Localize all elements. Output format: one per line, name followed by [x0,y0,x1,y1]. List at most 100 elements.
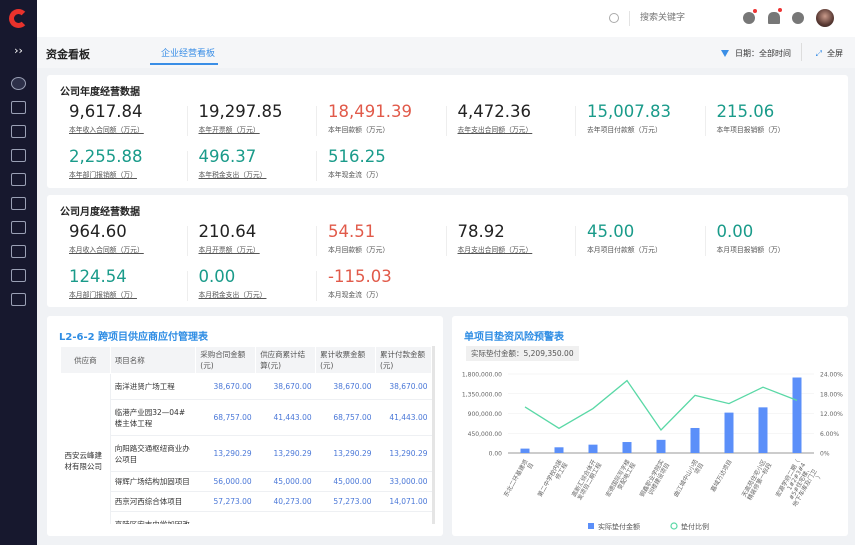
metric-item[interactable]: 4,472.36 去年支出合同额（万元） [445,102,583,136]
metric-value: 18,491.39 [328,102,412,121]
avatar[interactable] [816,9,834,27]
table-row[interactable]: 西京河西综合体项目 57,273.00 40,273.00 57,273.00 14,0… [61,491,432,512]
x-tick-label-line: 嘉域万达项目 [709,458,734,493]
table-row[interactable]: 临港产业园32—04#楼主体工程 68,757.00 41,443.00 68,757… [61,399,432,436]
metric-value: 45.00 [587,222,635,241]
metric-item: 18,491.39 本年回款额（万元） [316,102,453,136]
stamp-icon[interactable] [11,149,26,162]
search-icon[interactable] [11,77,26,90]
fullscreen-label: 全屏 [827,49,843,58]
top-bar [37,0,855,37]
divider [186,226,188,256]
list-settings-icon[interactable] [11,293,26,306]
monthly-data-card: 公司月度经营数据 964.60 本月收入合同额（万元） 210.64 本月开票额（万元… [47,195,848,307]
column-header: 累计付款金额(元) [375,346,432,374]
bar [554,447,564,453]
metric-item[interactable]: 9,617.84 本年收入合同额（万元） [69,102,194,134]
bar [758,407,768,453]
page-title: 资金看板 [46,48,90,61]
amount-cell: 68,757.00 [195,399,256,436]
search-icon[interactable] [609,13,619,23]
metric-item[interactable]: 19,297.85 本年开票额（万元） [186,102,324,136]
chat-icon[interactable] [743,12,755,24]
metric-label: 本年开票额（万元） [198,126,260,134]
project-name-cell: 得辉广场结构加固项目 [110,471,196,492]
divider [704,106,706,136]
annual-title: 公司年度经营数据 [60,87,140,98]
divider [445,226,447,256]
table-row[interactable]: 高陵区宏志中学加固改造工程620,800.00450,800.0020,000.… [61,511,432,524]
metric-item: 45.00 本月项目付款额（万元） [575,222,712,256]
x-tick-label: 东北二环基建项目 [502,458,536,502]
metric-item: 215.06 本年项目报销额（万） [704,102,842,136]
metric-label: 本月现金流（万） [328,291,383,299]
metric-value: 210.64 [198,222,257,241]
fullscreen-button[interactable]: ⤢ 全屏 [816,48,843,59]
building-icon[interactable] [11,101,26,114]
amount-cell: 420,800.00 [375,511,432,524]
bar [724,412,734,453]
x-tick-label-line: 目 [526,462,535,471]
amount-cell: 38,670.00 [375,373,432,400]
amount-cell: 38,670.00 [195,373,256,400]
y2-tick-label: 12.00% [820,411,843,418]
metric-item[interactable]: 0.00 本月税金支出（万元） [186,267,324,301]
tab-enterprise-dashboard[interactable]: 企业经营看板 [161,49,216,59]
y-tick-label: 450,000.00 [468,431,503,438]
y2-tick-label: 18.00% [820,391,843,398]
unread-dot [753,9,757,13]
metric-label: 本月开票额（万元） [198,246,260,254]
metric-value: 4,472.36 [457,102,531,121]
active-tab-indicator [150,63,218,65]
y2-tick-label: 6.00% [820,431,839,438]
date-filter-label: 日期：全部时间 [735,49,791,58]
metric-value: 0.00 [198,267,236,286]
amount-cell: 13,290.29 [375,435,432,472]
project-name-cell: 高陵区宏志中学加固改造工程 [110,511,196,524]
divider [316,106,317,136]
annual-data-card: 公司年度经营数据 9,617.84 本年收入合同额（万元） 19,297.85 本年开… [47,75,848,188]
metric-value: 9,617.84 [69,102,143,121]
search-input[interactable] [640,12,730,22]
supplier-name: 西安云峰建材有限公司 [60,373,111,524]
bar [520,448,530,453]
divider [186,106,188,136]
table-row[interactable]: 西安云峰建材有限公司 南洋进贤广场工程 38,670.00 38,670.00 38,6… [60,373,432,524]
amount-cell: 20,000.00 [315,511,376,524]
bell-icon[interactable] [768,12,780,24]
column-header: 供应商累计结算(元) [255,346,317,374]
amount-cell: 13,290.29 [255,435,316,472]
metric-item: 516.25 本年现金流（万） [316,147,453,181]
tablet-icon[interactable] [11,269,26,282]
amount-cell: 13,290.29 [195,435,256,472]
metric-label: 本年部门报销额（万） [69,171,137,179]
divider [186,151,188,181]
folder-icon[interactable] [11,197,26,210]
ratio-line [524,379,798,431]
filter-icon [721,50,729,57]
table-scrollbar[interactable] [432,346,435,524]
amount-cell: 33,000.00 [375,471,432,492]
metric-label: 去年项目付款额（万元） [587,126,662,134]
amount-cell: 40,273.00 [255,491,316,512]
x-tick-label: 第二中学校内装修工程 [536,458,570,502]
date-filter-button[interactable]: 日期：全部时间 [721,48,791,59]
money-bag-icon[interactable] [11,221,26,234]
metric-item[interactable]: 210.64 本月开票额（万元） [186,222,324,256]
calendar-check-icon[interactable] [11,245,26,258]
metric-item[interactable]: 964.60 本月收入合同额（万元） [69,222,194,254]
table-row[interactable]: 得辉广场结构加固项目 56,000.00 45,000.00 45,000.00 33,… [61,471,432,492]
clipboard-icon[interactable] [11,125,26,138]
x-tick-label-line: ） [815,472,824,481]
metric-item[interactable]: 78.92 本月支出合同额（万元） [445,222,583,256]
metric-value: 516.25 [328,147,386,166]
expand-sidebar-icon[interactable]: ›› [14,44,23,57]
metric-label: 本月回款额（万元） [328,246,390,254]
gear-icon[interactable] [792,12,804,24]
calendar-table-icon[interactable] [11,173,26,186]
metric-item[interactable]: 124.54 本月部门报销额（万） [69,267,194,299]
table-row[interactable]: 向阳路交通枢纽商业办公项目 13,290.29 13,290.29 13,290.29… [61,435,432,472]
amount-cell: 57,273.00 [195,491,256,512]
metric-item[interactable]: 496.37 本年税金支出（万元） [186,147,324,181]
metric-item[interactable]: 2,255.88 本年部门报销额（万） [69,147,194,179]
